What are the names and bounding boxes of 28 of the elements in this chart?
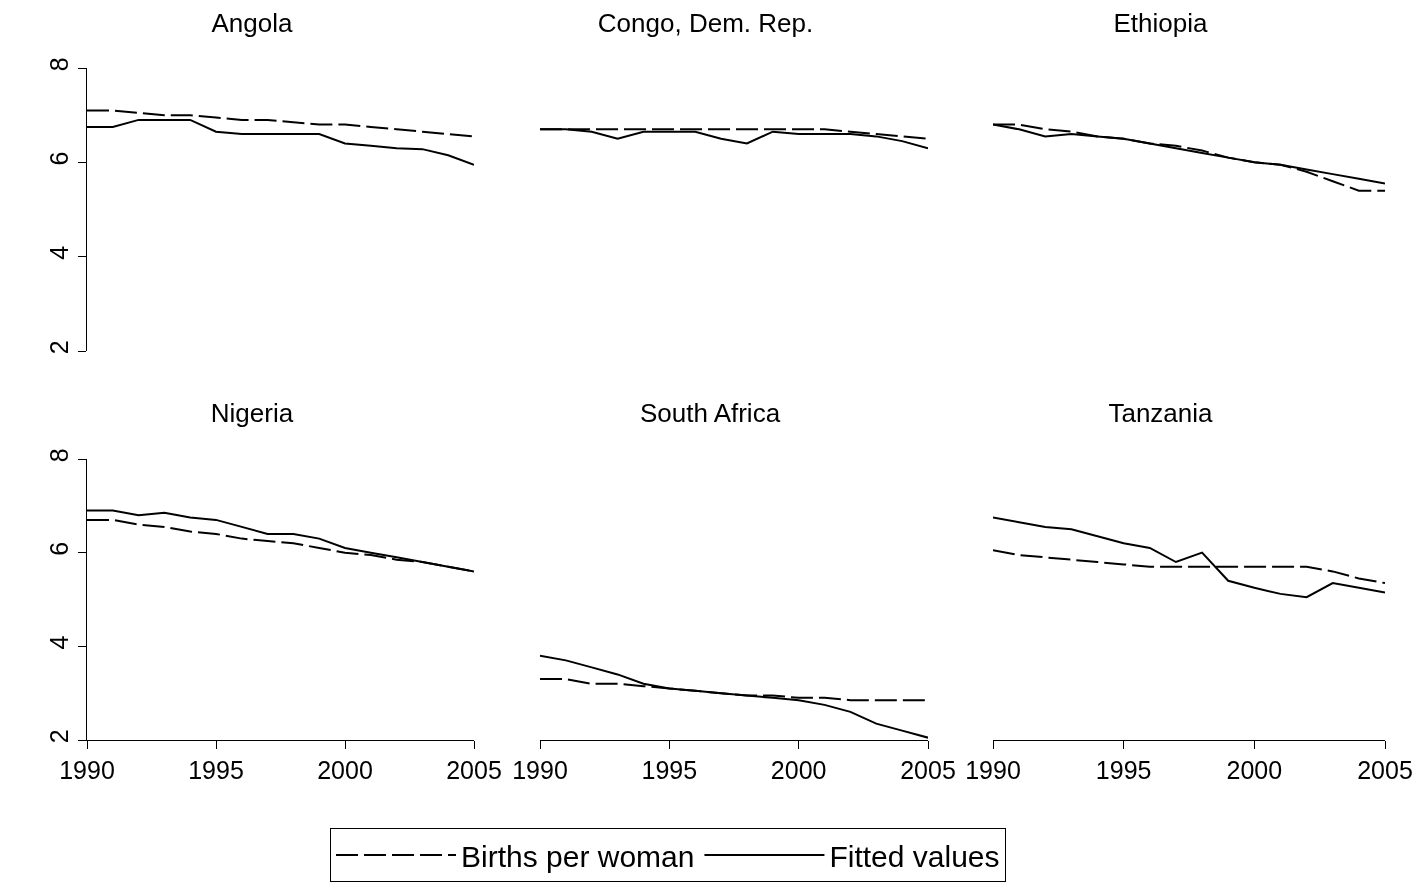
x-tick-label: 1995 [641, 756, 698, 784]
chart-title: Nigeria [210, 398, 294, 429]
y-tick-label: 4 [45, 635, 73, 650]
x-tick-label: 1995 [188, 756, 244, 784]
x-tick-label: 2000 [1226, 756, 1283, 784]
chart-title: South Africa [639, 398, 781, 429]
x-tick-label: 1990 [59, 756, 115, 784]
y-tick-label: 2 [45, 340, 73, 355]
x-tick-label: 1990 [512, 756, 568, 784]
x-tick-label: 1995 [1095, 756, 1152, 784]
chart-title: Congo, Dem. Rep. [597, 8, 814, 39]
x-tick-label: 2005 [900, 756, 956, 784]
x-tick-label: 2005 [446, 756, 502, 784]
legend-label: Births per woman [461, 839, 695, 873]
x-tick-label: 2000 [770, 756, 827, 784]
chart-title: Angola [211, 8, 294, 39]
legend-label: Fitted values [829, 839, 1000, 873]
y-tick-label: 4 [45, 245, 73, 260]
y-tick-label: 8 [45, 448, 73, 463]
y-tick-label: 2 [45, 729, 73, 744]
chart-title: Tanzania [1108, 398, 1214, 429]
x-tick-label: 2005 [1357, 756, 1413, 784]
y-tick-label: 8 [45, 57, 73, 72]
y-tick-label: 6 [45, 541, 73, 556]
y-tick-label: 6 [45, 151, 73, 166]
chart-title: Ethiopia [1113, 8, 1209, 39]
x-tick-label: 2000 [317, 756, 373, 784]
x-tick-label: 1990 [965, 756, 1021, 784]
